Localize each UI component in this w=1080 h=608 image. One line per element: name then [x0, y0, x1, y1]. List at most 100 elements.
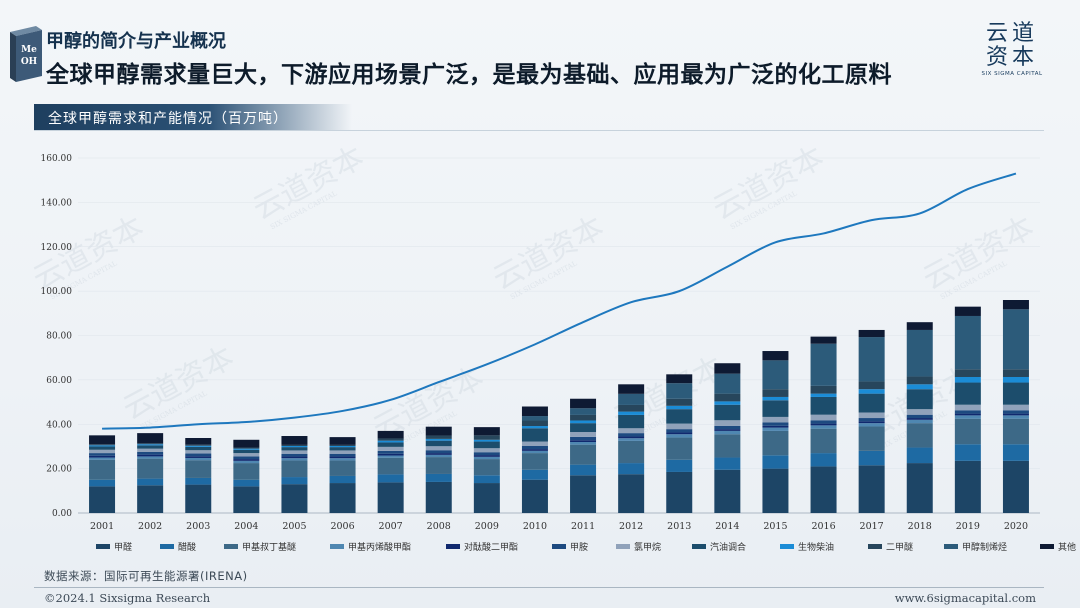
bar-segment: [473, 475, 500, 484]
bar-segment: [281, 447, 308, 451]
brand-line2: 资本: [985, 45, 1038, 70]
x-tick-label: 2015: [763, 521, 787, 532]
bar-segment: [137, 478, 164, 486]
x-tick-label: 2020: [1004, 521, 1028, 532]
bar-segment: [185, 484, 212, 513]
x-tick-label: 2004: [234, 521, 258, 532]
bar-segment: [954, 376, 981, 383]
section-banner-label: 全球甲醇需求和产能情况（百万吨）: [48, 111, 288, 127]
x-tick-label: 2007: [379, 521, 403, 532]
bar-segment: [1002, 309, 1029, 370]
chart-legend: 甲醛 醋酸 甲基叔丁基醚 甲基丙烯酸甲酯 对酞酸二甲酯 甲胺 氯甲烷 汽油调合 生物柴油 二甲醚 甲…: [96, 541, 1076, 553]
legend-swatch: [160, 544, 174, 549]
bar-segment: [714, 393, 741, 402]
bar-segment: [666, 405, 693, 410]
bar-segment: [1002, 404, 1029, 411]
bar-segment: [521, 450, 548, 454]
legend-label: 二甲醚: [886, 541, 913, 553]
bar-segment: [570, 444, 597, 465]
bar-segment: [858, 465, 885, 513]
bar-segment: [137, 458, 164, 479]
bar-segment: [185, 477, 212, 485]
y-tick-label: 40.00: [46, 420, 72, 430]
bar-segment: [473, 459, 500, 476]
bar-segment: [858, 337, 885, 382]
chart-x-ticks: 2001 2002 2003 2004 2005 2006 2007 2008 2009 2010…: [90, 521, 1028, 532]
bar-segment: [473, 455, 500, 457]
bar-segment: [425, 457, 452, 474]
bar-segment: [425, 446, 452, 451]
legend-swatch: [868, 544, 882, 549]
bar-segment: [906, 376, 933, 385]
x-tick-label: 2008: [427, 521, 451, 532]
watermark-text: 云道资本: [487, 210, 609, 297]
bar-segment: [89, 446, 116, 450]
x-tick-label: 2017: [860, 521, 884, 532]
legend-swatch: [552, 544, 566, 549]
bar-segment: [906, 419, 933, 424]
bar-segment: [618, 436, 645, 439]
x-tick-label: 2010: [523, 521, 547, 532]
y-tick-label: 120.00: [41, 243, 73, 253]
bar-segment: [810, 343, 837, 386]
bar-segment: [521, 441, 548, 446]
bar-segment: [137, 444, 164, 446]
bar-segment: [906, 389, 933, 410]
bar-segment: [233, 453, 260, 457]
bar-segment: [906, 463, 933, 513]
bar-segment: [521, 428, 548, 442]
bar-segment: [810, 385, 837, 394]
bar-segment: [233, 448, 260, 450]
bar-segment: [137, 443, 164, 445]
bar-segment: [1002, 415, 1029, 419]
legend-swatch: [692, 544, 706, 549]
bar-segment: [954, 418, 981, 445]
bar-segment: [89, 449, 116, 454]
x-tick-label: 2003: [186, 521, 210, 532]
bar-segment: [858, 389, 885, 394]
bar-segment: [425, 426, 452, 436]
bar-segment: [521, 420, 548, 427]
bar-segment: [858, 423, 885, 427]
legend-label: 汽油调合: [710, 541, 746, 553]
bar-segment: [89, 479, 116, 487]
bar-segment: [618, 433, 645, 437]
bar-segment: [666, 374, 693, 384]
brand-logo: 云道 资本 SIX SIGMA CAPITAL: [962, 22, 1062, 78]
bar-segment: [906, 423, 933, 448]
bar-segment: [473, 439, 500, 442]
bar-segment: [473, 441, 500, 449]
bar-segment: [1002, 300, 1029, 310]
bar-segment: [377, 438, 404, 441]
y-tick-label: 0.00: [52, 509, 72, 519]
bar-segment: [377, 430, 404, 439]
bar-segment: [137, 433, 164, 444]
bar-segment: [714, 420, 741, 426]
bar-segment: [954, 415, 981, 419]
bar-segment: [329, 460, 356, 476]
bar-segment: [89, 457, 116, 460]
bar-segment: [89, 455, 116, 458]
methanol-cube-logo-icon: Me OH: [10, 26, 42, 82]
bar-segment: [666, 429, 693, 433]
bar-segment: [137, 454, 164, 457]
bar-segment: [954, 369, 981, 377]
bar-segment: [185, 438, 212, 445]
bar-segment: [521, 469, 548, 480]
legend-label: 生物柴油: [798, 541, 834, 553]
x-tick-label: 2002: [138, 521, 162, 532]
watermark-text: 云道资本: [707, 140, 829, 227]
bar-segment: [521, 453, 548, 470]
x-tick-label: 2011: [571, 521, 595, 532]
footer-website[interactable]: www.6sigmacapital.com: [894, 591, 1036, 605]
bar-segment: [329, 483, 356, 513]
bar-segment: [281, 460, 308, 478]
bar-segment: [954, 404, 981, 411]
bar-segment: [329, 444, 356, 446]
bar-segment: [137, 445, 164, 449]
legend-label: 甲胺: [570, 541, 588, 553]
logo-text-top: Me: [21, 45, 37, 55]
bar-segment: [906, 447, 933, 464]
bar-segment: [858, 412, 885, 419]
bar-segment: [570, 414, 597, 421]
